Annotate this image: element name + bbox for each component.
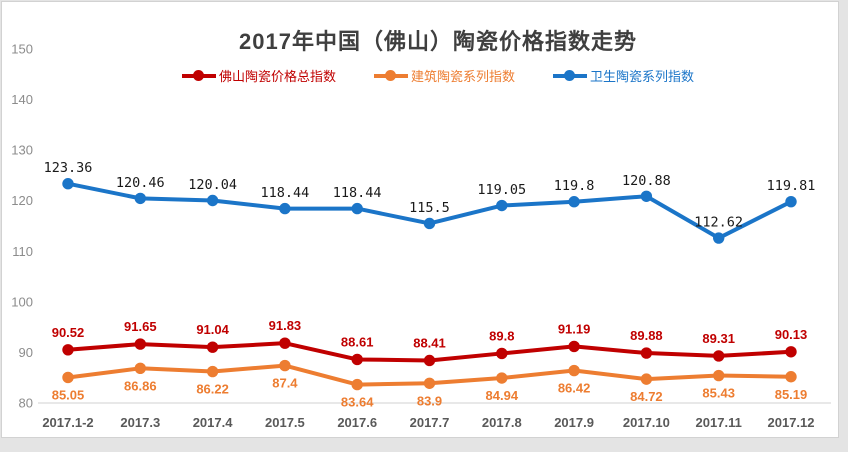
data-point-marker — [279, 359, 291, 372]
data-point-marker — [279, 337, 291, 349]
chart-title: 2017年中国（佛山）陶瓷价格指数走势 — [239, 29, 637, 54]
data-point-label: 89.8 — [489, 328, 514, 343]
data-point-label: 118.44 — [261, 185, 310, 201]
legend-item-building-index: 建筑陶瓷系列指数 — [373, 66, 515, 85]
chart-legend: 佛山陶瓷价格总指数 建筑陶瓷系列指数 卫生陶瓷系列指数 — [0, 66, 848, 85]
data-point-label: 112.62 — [694, 215, 743, 231]
data-point-marker — [423, 377, 436, 389]
data-point-label: 86.42 — [558, 381, 591, 396]
data-point-marker — [496, 372, 508, 384]
data-point-marker — [785, 371, 797, 383]
data-point-marker — [206, 194, 219, 207]
y-axis-tick-label: 130 — [11, 143, 33, 158]
data-point-label: 119.05 — [477, 182, 526, 198]
data-point-label: 88.41 — [413, 335, 446, 350]
data-point-label: 86.22 — [196, 382, 229, 397]
legend-label: 卫生陶瓷系列指数 — [590, 69, 695, 84]
y-axis-tick-label: 150 — [11, 42, 33, 57]
data-point-label: 85.43 — [702, 386, 735, 401]
data-point-marker — [568, 364, 580, 377]
data-point-marker — [785, 346, 797, 358]
data-point-marker — [496, 199, 508, 212]
data-point-marker — [713, 232, 725, 244]
x-axis-label: 2017.4 — [193, 415, 234, 430]
x-axis-label: 2017.8 — [482, 415, 522, 430]
data-point-marker — [785, 195, 797, 208]
data-point-label: 90.52 — [52, 325, 85, 340]
data-point-marker — [351, 353, 363, 366]
data-point-label: 91.04 — [196, 322, 229, 337]
legend-item-total-index: 佛山陶瓷价格总指数 — [181, 66, 336, 85]
data-point-marker — [351, 202, 363, 215]
y-axis-tick-label: 90 — [19, 345, 33, 360]
data-point-label: 91.83 — [269, 318, 302, 333]
x-axis-label: 2017.5 — [265, 415, 305, 430]
x-axis-label: 2017.6 — [337, 415, 377, 430]
data-point-marker — [640, 347, 653, 359]
x-axis-label: 2017.9 — [554, 415, 594, 430]
data-point-label: 91.65 — [124, 319, 157, 334]
data-point-label: 84.94 — [486, 388, 519, 403]
y-axis-tick-label: 140 — [11, 92, 33, 107]
data-point-marker — [568, 340, 580, 353]
data-point-label: 119.81 — [767, 178, 816, 194]
data-point-label: 85.19 — [775, 387, 808, 402]
y-axis-tick-label: 100 — [11, 294, 33, 309]
data-point-marker — [351, 378, 363, 391]
data-point-label: 120.88 — [622, 173, 671, 189]
data-point-label: 89.88 — [630, 328, 663, 343]
data-point-marker — [62, 344, 74, 356]
x-axis-label: 2017.11 — [696, 415, 742, 430]
data-point-marker — [279, 202, 291, 215]
legend-label: 建筑陶瓷系列指数 — [410, 69, 515, 84]
data-point-label: 89.31 — [702, 331, 735, 346]
data-point-label: 88.61 — [341, 334, 374, 349]
data-point-marker — [62, 178, 74, 190]
data-point-label: 118.44 — [333, 185, 382, 201]
data-point-label: 91.19 — [558, 321, 591, 336]
data-point-marker — [134, 338, 146, 350]
data-point-label: 119.8 — [554, 178, 595, 194]
data-point-label: 120.46 — [116, 175, 165, 191]
data-point-marker — [496, 347, 508, 360]
data-point-marker — [568, 196, 580, 208]
line-marker-icon — [553, 70, 587, 82]
data-point-label: 83.64 — [341, 395, 374, 410]
data-point-marker — [640, 190, 653, 202]
data-point-label: 123.36 — [44, 160, 93, 176]
line-marker-icon — [181, 70, 216, 82]
x-axis-label: 2017.1-2 — [42, 415, 93, 430]
data-point-marker — [206, 341, 219, 353]
x-axis-label: 2017.10 — [623, 415, 670, 430]
y-axis-tick-label: 110 — [12, 244, 33, 259]
data-point-marker — [423, 354, 436, 367]
y-axis-tick-label: 80 — [19, 396, 33, 411]
y-axis-tick-label: 120 — [11, 193, 33, 208]
x-axis-label: 2017.7 — [410, 415, 450, 430]
line-marker-icon — [373, 70, 408, 82]
data-point-marker — [713, 369, 725, 382]
x-axis-label: 2017.12 — [768, 415, 815, 430]
data-point-marker — [713, 350, 725, 362]
data-point-marker — [640, 373, 653, 385]
data-point-label: 115.5 — [409, 200, 450, 216]
data-point-label: 90.13 — [775, 327, 808, 342]
data-point-label: 87.4 — [272, 376, 298, 391]
data-point-marker — [62, 371, 74, 384]
data-point-marker — [134, 192, 146, 205]
data-point-label: 85.05 — [52, 387, 85, 402]
data-point-marker — [423, 217, 436, 230]
data-point-label: 86.86 — [124, 378, 157, 393]
data-point-marker — [134, 362, 146, 375]
data-point-marker — [206, 365, 219, 378]
x-axis-label: 2017.3 — [120, 415, 160, 430]
legend-label: 佛山陶瓷价格总指数 — [218, 69, 336, 84]
legend-item-sanitary-index: 卫生陶瓷系列指数 — [553, 66, 694, 85]
data-point-label: 120.04 — [188, 177, 237, 193]
data-point-label: 83.9 — [417, 393, 442, 408]
data-point-label: 84.72 — [630, 389, 663, 404]
